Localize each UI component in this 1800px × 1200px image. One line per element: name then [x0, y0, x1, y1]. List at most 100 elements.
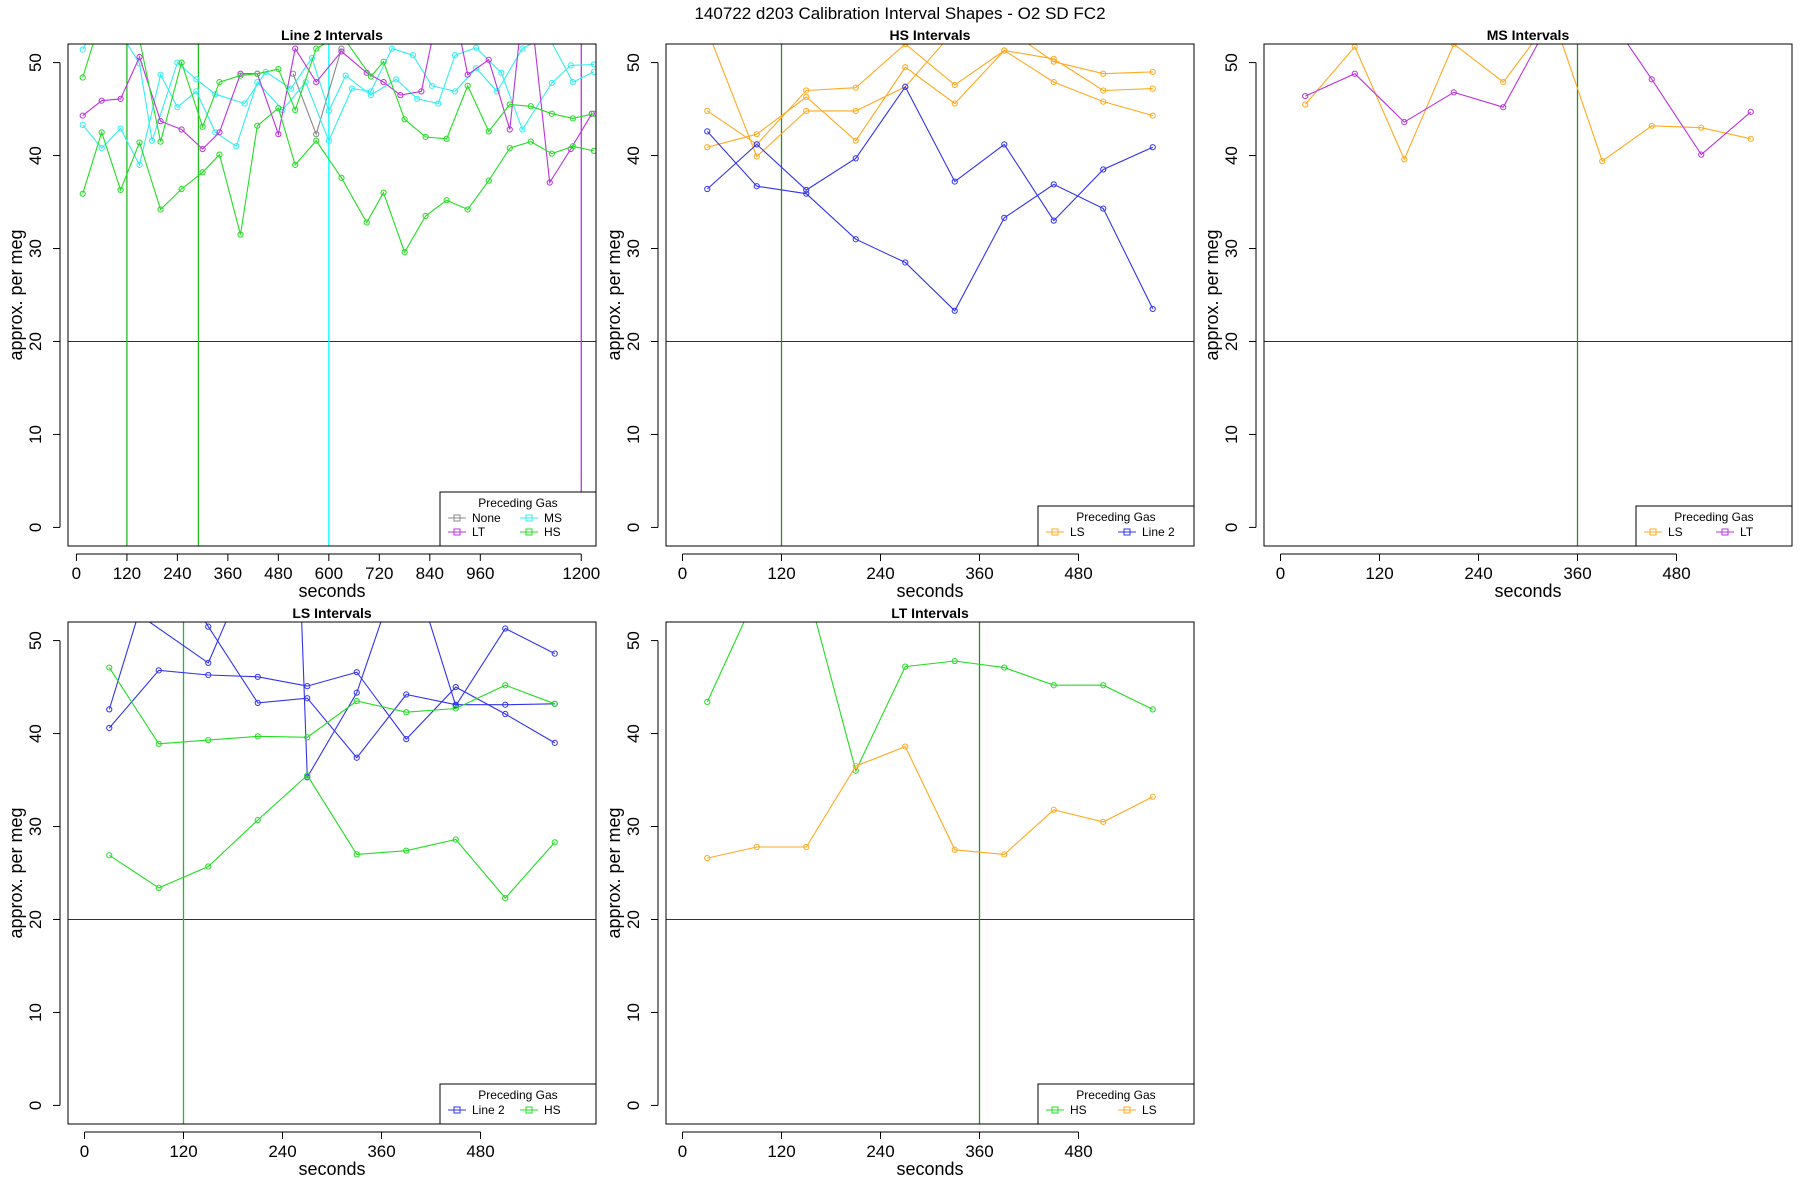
x-tick-label: 480: [1662, 564, 1690, 583]
data-point: [106, 724, 113, 732]
data-point: [551, 739, 558, 746]
x-tick-label: 240: [1464, 564, 1492, 583]
data-point: [157, 206, 164, 213]
data-point: [902, 743, 909, 750]
data-point: [1100, 682, 1107, 689]
series-line: [1304, 44, 1751, 162]
data-point: [254, 699, 261, 706]
data-point: [502, 701, 509, 708]
legend-swatch-marker: [1649, 528, 1657, 536]
data-point: [199, 169, 206, 176]
y-tick-label: 0: [1222, 523, 1241, 532]
data-point: [106, 664, 113, 671]
x-tick-label: 0: [678, 564, 687, 583]
data-point: [275, 105, 282, 112]
data-point: [1001, 214, 1008, 221]
legend-label: HS: [544, 525, 561, 539]
legend-entry: Line 2: [448, 1103, 505, 1117]
legend-swatch-marker: [525, 528, 533, 536]
data-point: [367, 92, 375, 99]
data-point: [1149, 85, 1156, 92]
data-point: [193, 88, 200, 95]
y-tick-label: 30: [624, 817, 643, 836]
data-point: [199, 123, 206, 130]
legend-entry: HS: [520, 1103, 561, 1117]
data-point: [199, 145, 206, 153]
legend-entry: Line 2: [1118, 525, 1175, 539]
data-point: [275, 131, 282, 138]
y-tick-label: 10: [624, 1003, 643, 1022]
data-point: [136, 53, 143, 61]
data-point: [205, 659, 212, 667]
data-point: [506, 145, 513, 152]
x-tick-label: 480: [264, 564, 292, 583]
legend-title: Preceding Gas: [478, 1088, 557, 1102]
data-point: [753, 183, 760, 190]
data-point: [443, 197, 450, 204]
data-point: [155, 884, 162, 891]
data-point: [292, 45, 299, 52]
data-point: [149, 137, 156, 144]
data-point: [353, 669, 360, 676]
data-point: [852, 155, 859, 162]
x-axis: 0 120 240 360 480 seconds: [678, 553, 1093, 601]
y-axis: 0 10 20 30 40 50 approx. per meg: [6, 53, 61, 532]
data-point: [951, 307, 958, 314]
legend-swatch-marker: [1123, 528, 1131, 536]
data-point: [1050, 181, 1057, 188]
legend-box: [439, 491, 597, 547]
data-point: [452, 836, 459, 843]
data-point: [93, 23, 98, 28]
plot-area: [68, 622, 596, 1124]
series-line-2: [704, 128, 1156, 314]
data-point: [1149, 112, 1156, 119]
y-tick-label: 20: [26, 910, 45, 929]
y-tick-label: 30: [26, 239, 45, 258]
y-axis-label: approx. per meg: [6, 807, 26, 938]
data-point: [216, 129, 223, 136]
series-line: [82, 44, 593, 185]
data-point: [254, 70, 261, 77]
data-point: [951, 178, 958, 185]
series-ls: [704, 743, 1156, 862]
panel-title: MS Intervals: [1487, 27, 1570, 43]
data-point: [551, 650, 558, 657]
data-point: [117, 186, 124, 194]
legend-label: None: [472, 511, 501, 525]
series-ls: [704, 47, 1156, 151]
x-axis-label: seconds: [298, 581, 365, 601]
data-point: [1050, 58, 1057, 65]
data-point: [452, 705, 459, 712]
y-axis-label: approx. per meg: [604, 229, 624, 360]
data-point: [363, 219, 370, 226]
data-point: [367, 73, 375, 80]
data-point: [380, 58, 387, 65]
data-point: [367, 88, 375, 95]
legend-entry: LS: [1046, 525, 1085, 539]
data-point: [551, 700, 558, 707]
data-point: [753, 843, 760, 851]
series-line: [706, 44, 1153, 146]
data-point: [1550, 14, 1555, 19]
x-tick-label: 120: [169, 1142, 197, 1161]
data-point: [254, 733, 261, 740]
data-point: [1001, 851, 1008, 858]
x-axis: 0 120 240 360 480 seconds: [678, 1131, 1093, 1179]
data-point: [397, 92, 404, 99]
legend-box: [1635, 505, 1793, 547]
y-tick-label: 40: [26, 724, 45, 743]
plot-frame: [665, 621, 1195, 1125]
data-point: [117, 95, 124, 102]
legend-box: [1037, 505, 1195, 547]
data-point: [212, 91, 219, 98]
plot-area: [666, 44, 1194, 546]
data-point: [403, 847, 410, 854]
x-tick-label: 240: [866, 564, 894, 583]
data-point: [325, 107, 332, 115]
data-point: [403, 691, 410, 698]
data-point: [803, 107, 810, 115]
series-hs: [79, 44, 596, 145]
data-point: [237, 70, 244, 77]
data-point: [1100, 98, 1107, 105]
